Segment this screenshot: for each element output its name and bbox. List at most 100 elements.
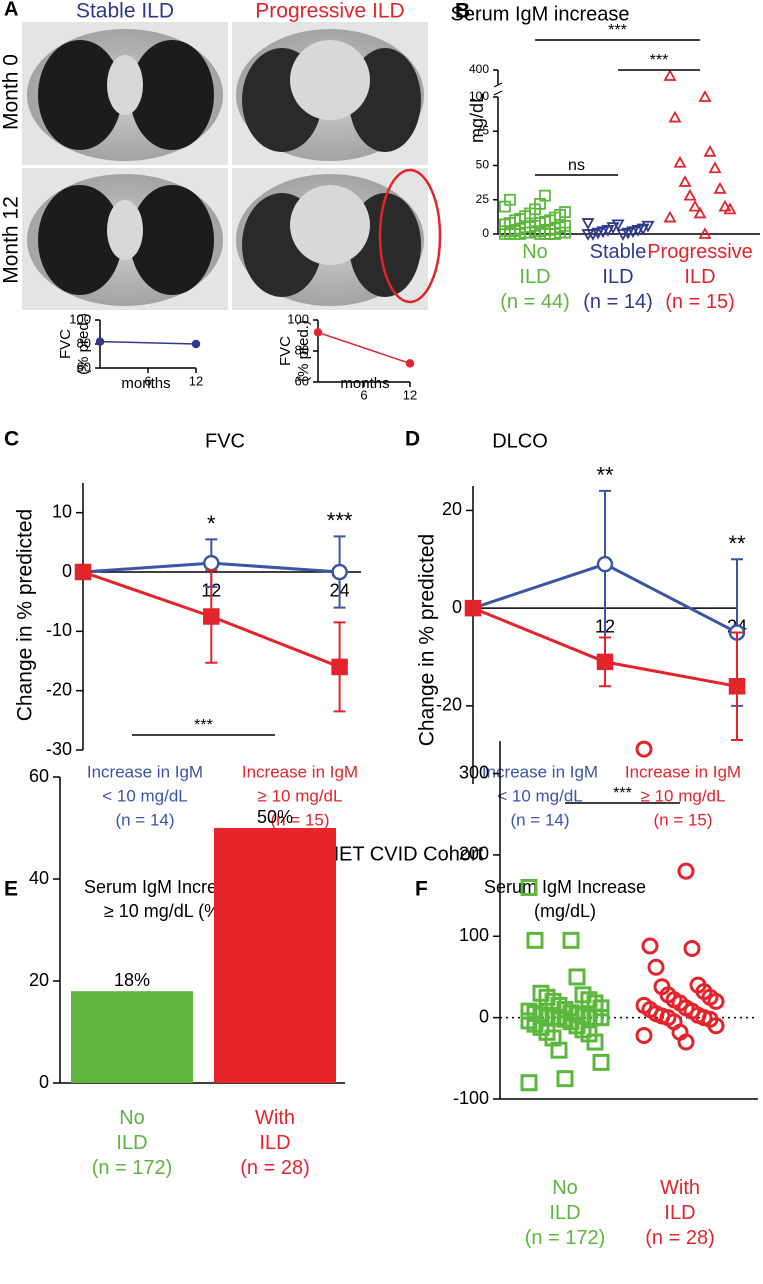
- marker: [728, 678, 746, 695]
- marker: [713, 181, 727, 194]
- marker: [504, 193, 516, 206]
- marker: [601, 224, 615, 237]
- marker: [550, 1041, 568, 1059]
- marker: [663, 210, 677, 223]
- group-size: (n = 28): [645, 1227, 715, 1249]
- y-axis-label: (% pred.): [295, 320, 312, 382]
- y-tick-label: 100: [69, 311, 91, 326]
- chart-title: (mg/dL): [534, 901, 596, 921]
- category-label: With ILD (n = 28): [645, 1176, 714, 1251]
- chart-title: Serum IgM Increase: [484, 877, 646, 897]
- significance-label: ***: [613, 785, 632, 802]
- marker: [688, 199, 702, 212]
- bar: [214, 828, 336, 1083]
- group-size: (n = 44): [500, 291, 570, 313]
- column-label: Progressive ILD: [255, 0, 404, 23]
- panel-letter: C: [4, 428, 19, 451]
- marker: [703, 144, 717, 157]
- marker: [683, 939, 701, 957]
- significance-label: ns: [568, 157, 585, 174]
- marker: [698, 90, 712, 102]
- marker: [592, 1009, 610, 1027]
- legend-label: (n = 15): [270, 810, 329, 829]
- marker: [559, 206, 571, 218]
- ct-image: [22, 22, 228, 165]
- panel-letter: B: [455, 0, 470, 23]
- row-label: Month 0: [0, 54, 23, 130]
- marker: [586, 1033, 604, 1051]
- legend-label: ≥ 10 mg/dL: [641, 786, 726, 805]
- y-tick-label: -20: [46, 679, 72, 699]
- y-tick-label: -30: [46, 739, 72, 759]
- y-tick-label: 0: [482, 226, 489, 240]
- y-tick-label: 60: [77, 359, 91, 374]
- marker: [707, 1017, 725, 1035]
- marker: [203, 608, 220, 625]
- y-tick-label: 0: [479, 1006, 489, 1026]
- significance-label: **: [596, 463, 614, 488]
- significance-label: ***: [650, 52, 669, 69]
- legend-label: < 10 mg/dL: [102, 786, 188, 805]
- category-name: With ILD: [659, 1177, 700, 1224]
- y-tick-label: 80: [295, 342, 309, 357]
- marker: [668, 110, 682, 123]
- marker: [693, 206, 707, 219]
- axis-break: [493, 82, 503, 96]
- y-tick-label: 40: [29, 868, 49, 888]
- category-name: No ILD: [116, 1107, 148, 1154]
- y-tick-label: 60: [29, 766, 49, 786]
- ct-images: [22, 22, 442, 310]
- marker: [313, 328, 323, 337]
- category-label: Progressive ILD (n = 15): [647, 240, 753, 315]
- marker: [405, 359, 415, 368]
- ct-image: [232, 22, 428, 165]
- y-tick-label: -10: [46, 620, 72, 640]
- bar: [71, 991, 193, 1083]
- marker: [592, 1053, 610, 1071]
- marker: [723, 202, 737, 215]
- marker: [647, 958, 665, 976]
- y-tick-label: -100: [453, 1088, 489, 1108]
- y-tick-label: 200: [459, 844, 489, 864]
- series-line: [99, 340, 197, 345]
- marker: [74, 563, 92, 581]
- ct-image: [22, 168, 228, 310]
- marker: [191, 339, 201, 349]
- chart-title: FVC: [205, 430, 245, 452]
- y-axis-label: FVC: [57, 329, 74, 359]
- column-label: Stable ILD: [76, 0, 174, 23]
- x-axis-label: months: [121, 375, 170, 392]
- legend-label: Increase in IgM: [87, 762, 203, 781]
- marker: [562, 931, 580, 949]
- ct-image: [232, 168, 442, 310]
- marker: [641, 937, 659, 955]
- category-name: Progressive ILD: [647, 241, 753, 288]
- legend-label: Increase in IgM: [242, 762, 358, 781]
- marker: [95, 337, 105, 346]
- category-label: No ILD (n = 172): [92, 1106, 173, 1181]
- category-label: No ILD (n = 172): [525, 1176, 606, 1251]
- chart-title: Serum IgM Increase: [84, 877, 246, 897]
- marker: [556, 1070, 574, 1088]
- legend-label: (n = 14): [115, 810, 174, 829]
- marker: [520, 1074, 538, 1092]
- category-name: With ILD: [254, 1107, 295, 1154]
- marker: [331, 563, 348, 581]
- chart-title: ≥ 10 mg/dL (%): [104, 901, 226, 921]
- category-label: With ILD (n = 28): [240, 1106, 309, 1181]
- marker: [683, 188, 697, 201]
- marker: [718, 199, 732, 212]
- panel-letter: F: [415, 878, 428, 901]
- marker: [539, 189, 551, 202]
- y-tick-label: 75: [476, 123, 490, 137]
- y-tick-label: 20: [442, 499, 462, 519]
- marker: [203, 554, 220, 572]
- legend-label: (n = 15): [653, 810, 712, 829]
- marker: [331, 658, 348, 676]
- panel-letter: A: [4, 0, 18, 20]
- y-axis-label: Change in % predicted: [416, 534, 439, 746]
- marker: [611, 219, 625, 232]
- category-name: No ILD: [519, 241, 551, 288]
